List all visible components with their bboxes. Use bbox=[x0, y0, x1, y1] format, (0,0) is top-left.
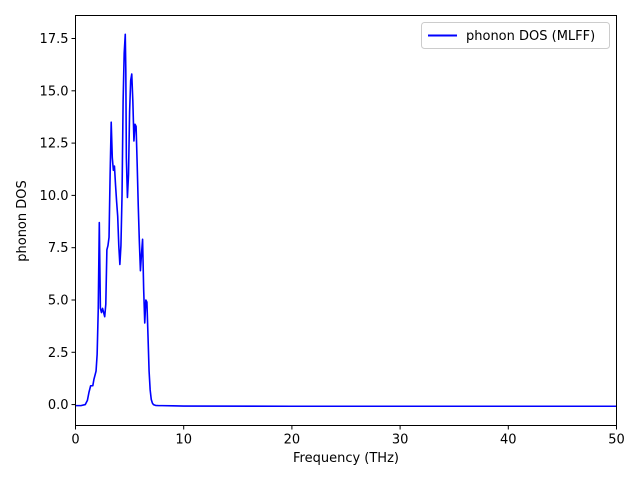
x-tick-label: 40 bbox=[500, 433, 517, 448]
y-tick-label: 10.0 bbox=[40, 189, 69, 204]
x-tick-label: 0 bbox=[71, 433, 79, 448]
y-axis-title: phonon DOS bbox=[15, 180, 30, 262]
legend: phonon DOS (MLFF) bbox=[421, 22, 610, 49]
x-tick-label: 30 bbox=[392, 433, 409, 448]
y-tick-label: 12.5 bbox=[40, 137, 69, 152]
x-tick-label: 10 bbox=[175, 433, 192, 448]
y-tick-label: 2.5 bbox=[48, 346, 69, 361]
plot-area bbox=[75, 33, 617, 408]
y-tick-label: 17.5 bbox=[40, 32, 69, 47]
y-tick-label: 5.0 bbox=[48, 293, 69, 308]
x-tick-label: 20 bbox=[284, 433, 301, 448]
legend-box bbox=[421, 22, 610, 49]
series-line-0 bbox=[75, 33, 617, 408]
x-axis-title: Frequency (THz) bbox=[293, 451, 399, 466]
y-tick-label: 0.0 bbox=[48, 398, 69, 413]
y-tick-label: 15.0 bbox=[40, 84, 69, 99]
legend-label: phonon DOS (MLFF) bbox=[466, 29, 595, 44]
x-tick-label: 50 bbox=[608, 433, 625, 448]
axes-frame bbox=[75, 15, 617, 426]
axis-ticks: 0 10 20 30 40 50 0.0 2.5 5.0 7.5 10.0 12.5 15.0 17.5 bbox=[40, 32, 625, 447]
y-tick-label: 7.5 bbox=[48, 241, 69, 256]
